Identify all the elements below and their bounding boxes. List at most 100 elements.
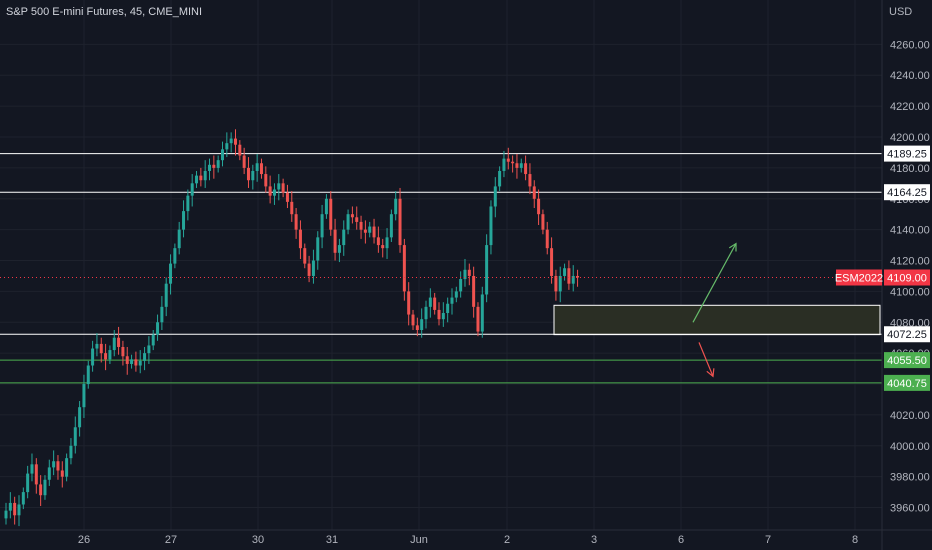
candle-body	[541, 214, 545, 230]
candle-body	[381, 245, 385, 249]
candles	[4, 129, 580, 527]
candle-body	[320, 214, 324, 238]
candle-body	[385, 237, 389, 249]
candle-body	[151, 334, 155, 346]
candle-body	[441, 313, 445, 320]
candle-body	[73, 427, 77, 446]
candle-body	[389, 214, 393, 238]
candle-body	[528, 174, 532, 187]
candle-body	[407, 291, 411, 315]
candle-body	[333, 229, 337, 253]
candle-body	[290, 201, 294, 215]
candle-body	[52, 461, 56, 468]
grid	[0, 0, 882, 530]
candle-body	[394, 198, 398, 215]
candle-body	[294, 214, 298, 230]
x-tick-label: 2	[504, 534, 510, 546]
candle-body	[186, 195, 190, 212]
candle-body	[173, 248, 177, 264]
candle-body	[117, 337, 121, 347]
candle-body	[255, 163, 259, 171]
target-zone	[553, 304, 881, 336]
candle-body	[485, 245, 489, 295]
current-price-label-bg	[884, 269, 930, 286]
level-price-label-bg	[884, 184, 930, 201]
zone-layer	[553, 304, 881, 336]
candle-body	[56, 461, 60, 471]
candle-body	[190, 183, 194, 196]
candle-body	[454, 291, 458, 298]
x-tick-label: Jun	[410, 534, 428, 546]
candle-body	[311, 260, 315, 276]
y-tick-label: 4120.00	[890, 256, 930, 268]
arrow-down-shaft	[698, 342, 714, 377]
candle-body	[480, 294, 484, 332]
current-price-label: 4109.00	[887, 273, 927, 285]
candle-body	[498, 170, 502, 187]
y-tick-label: 4200.00	[890, 132, 930, 144]
candle-body	[216, 160, 220, 168]
candle-body	[164, 283, 168, 307]
arrow-up-shaft	[692, 243, 737, 323]
candle-body	[368, 226, 372, 233]
candle-body	[156, 322, 160, 335]
candle-body	[398, 198, 402, 246]
candle-body	[450, 297, 454, 304]
candle-body	[60, 470, 64, 477]
candle-body	[108, 350, 112, 360]
candle-body	[221, 149, 224, 161]
candle-body	[563, 268, 567, 276]
candle-body	[502, 158, 506, 171]
candle-body	[82, 384, 86, 408]
candle-body	[30, 464, 34, 474]
level-price-label-bg	[884, 326, 930, 343]
candle-body	[281, 183, 285, 193]
candle-body	[43, 479, 47, 496]
candle-body	[138, 360, 142, 366]
candle-body	[130, 359, 134, 364]
candle-body	[39, 484, 43, 496]
candle-body	[324, 198, 328, 215]
x-tick-label: 26	[78, 534, 90, 546]
candle-body	[467, 269, 471, 276]
level-price-label: 4189.25	[887, 149, 927, 161]
candle-body	[428, 297, 432, 307]
x-tick-label: 6	[678, 534, 684, 546]
candle-body	[571, 275, 575, 284]
candle-body	[112, 337, 116, 351]
candle-body	[307, 263, 311, 276]
candle-body	[472, 275, 476, 307]
arrow-down-head	[706, 368, 715, 378]
candle-body	[17, 504, 21, 516]
symbol-label: ESM2022	[835, 273, 883, 285]
candle-body	[65, 458, 69, 477]
candle-body	[242, 155, 246, 168]
price-labels: 4189.25 4164.25 4072.25 4055.50 4040.75 ESM20…	[835, 145, 930, 391]
candle-body	[537, 198, 541, 215]
y-tick-label: 4000.00	[890, 441, 930, 453]
y-tick-label: 4220.00	[890, 101, 930, 113]
candle-body	[411, 314, 415, 326]
time-axis[interactable]: 26 27 30 31 Jun 2 3 6 7 8	[0, 529, 932, 546]
candle-body	[264, 174, 268, 187]
horizontal-levels	[0, 153, 882, 384]
candle-body	[437, 309, 441, 320]
y-tick-label: 4240.00	[890, 70, 930, 82]
candle-body	[121, 346, 125, 357]
candle-body	[212, 164, 216, 168]
candle-body	[554, 275, 558, 292]
candle-body	[251, 170, 255, 181]
candle-body	[225, 143, 229, 150]
candle-body	[402, 245, 406, 292]
level-price-label-bg	[884, 352, 930, 369]
candle-body	[515, 163, 519, 168]
candle-body	[195, 175, 199, 184]
candle-body	[91, 348, 95, 366]
candle-body	[147, 345, 151, 354]
y-tick-label: 4180.00	[890, 163, 930, 175]
candle-body	[329, 198, 333, 230]
candle-body	[524, 163, 528, 175]
candle-body	[13, 502, 17, 516]
candle-body	[277, 183, 281, 190]
